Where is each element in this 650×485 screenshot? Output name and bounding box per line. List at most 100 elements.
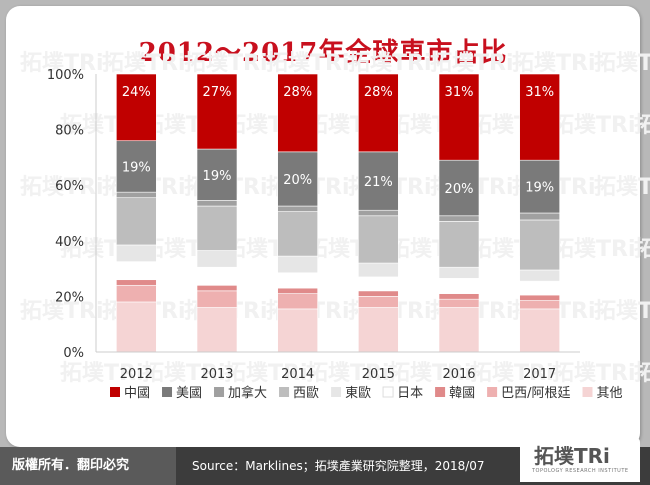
bar-segment [358,262,399,278]
data-label: 31% [445,85,474,100]
bar-segment [358,276,399,292]
chart-title: 2012～2017年全球車市占比 [138,38,508,68]
bar-segment [519,212,560,221]
bar-segment [519,73,560,161]
legend-label: 美國 [176,386,202,401]
legend-swatch [435,387,446,397]
bar-segment [196,148,238,201]
x-tick-label: 2014 [281,367,314,382]
bar-segment [196,307,238,353]
bar-segment [358,215,399,264]
y-tick-label: 40% [55,235,84,250]
bar-segment [438,215,480,222]
legend-swatch [279,387,290,397]
bar-segment [116,197,157,246]
bar-segment [358,151,399,211]
bar-segment [358,209,399,217]
data-label: 20% [445,182,474,197]
watermark-mark: 拓墣TRi [142,361,226,386]
bar-segment [196,205,238,251]
data-label: 19% [122,160,151,175]
legend-label: 巴西/阿根廷 [501,386,570,401]
bar-segment [358,296,399,308]
bar-segment [438,221,480,268]
bar-segment [196,200,238,207]
data-label: 19% [525,181,554,196]
bar-segment [519,294,560,301]
watermark-mark: 拓墣TRi [60,361,144,386]
watermark-mark: 拓墣TRi [470,361,554,386]
bar-segment [519,308,560,353]
legend-swatch [382,386,394,398]
copyright-text: 版權所有．翻印必究 [12,458,130,473]
bar-segment [196,250,238,268]
bar-segment [519,269,560,282]
legend-label: 其他 [597,386,623,401]
bar-segment [358,73,399,153]
bar-segment [116,244,157,262]
data-label: 19% [203,169,232,184]
bar-segment [358,307,399,353]
data-label: 24% [122,85,151,100]
bar-segment [438,293,480,300]
chart-legend: 中國 美國 加拿大 西歐 東歐 日本 韓國 巴西/阿根廷 其他 [110,385,623,401]
bar-segment [116,191,157,199]
bar-segment [196,73,238,150]
x-tick-label: 2013 [200,367,233,382]
bar-segment [519,300,560,310]
watermark-mark: 拓墣TRi [552,237,636,262]
bar-segment [277,151,318,207]
data-label: 31% [525,85,554,100]
bar-segment [277,211,318,257]
watermark-mark: 拓墣TRi [634,237,650,262]
y-tick-label: 20% [55,290,84,305]
watermark-mark: 拓墣TRi [634,113,650,138]
bar-segment [116,301,157,353]
chart-bars: 19% 24% 19% 27% 20% 28% 21% 28% 20% 31% 19% 31% [116,73,560,353]
data-label: 20% [283,173,312,188]
bar-segment [277,272,318,289]
legend-label: 日本 [397,386,423,401]
data-label: 28% [364,85,393,100]
watermark-mark: 拓墣TRi [20,299,104,324]
chart-axes: 0% 20% 40% 60% 80% 100% 2012 2013 2014 2015 2016 20… [47,68,580,382]
legend-label: 西歐 [293,386,319,401]
logo-subtitle: TOPOLOGY RESEARCH INSTITUTE [532,468,629,474]
bar-segment [438,307,480,353]
watermark-mark: 拓墣TRi [594,175,650,200]
bar-segment [116,73,157,142]
legend-swatch [110,387,120,397]
bar-segment [277,255,318,274]
data-label: 21% [364,175,393,190]
legend-swatch [487,387,498,397]
x-tick-label: 2017 [523,367,556,382]
source-text: Source：Marklines；拓墣產業研究院整理，2018/07 [192,459,485,473]
bar-segment [116,284,157,303]
watermark-mark: 拓墣TRi [306,361,390,386]
x-tick-label: 2012 [120,367,153,382]
bar-segment [116,279,157,286]
legend-label: 加拿大 [228,385,267,401]
bar-segment [438,159,480,217]
watermark-mark: 拓墣TRi [388,361,472,386]
watermark-mark: 拓墣TRi [20,51,104,76]
legend-swatch [162,387,173,397]
watermark-mark: 拓墣TRi [224,361,308,386]
watermark-mark: 拓墣TRi [348,51,432,76]
data-label: 28% [283,85,312,100]
watermark-mark: 拓墣TRi [552,361,636,386]
bar-segment [277,308,318,353]
y-tick-label: 80% [55,124,84,139]
legend-swatch [214,387,225,397]
bar-segment [438,73,480,161]
watermark-mark: 拓墣TRi [430,51,514,76]
x-tick-label: 2015 [362,367,395,382]
watermark-mark: 拓墣TRi [634,361,650,386]
logo-text: 拓墣TRi [534,444,610,468]
y-tick-label: 100% [47,68,84,83]
legend-label: 韓國 [449,386,475,401]
watermark-mark: 拓墣TRi [266,51,350,76]
legend-label: 東歐 [345,385,371,401]
bar-segment [277,73,318,153]
bar-segment [438,278,480,294]
